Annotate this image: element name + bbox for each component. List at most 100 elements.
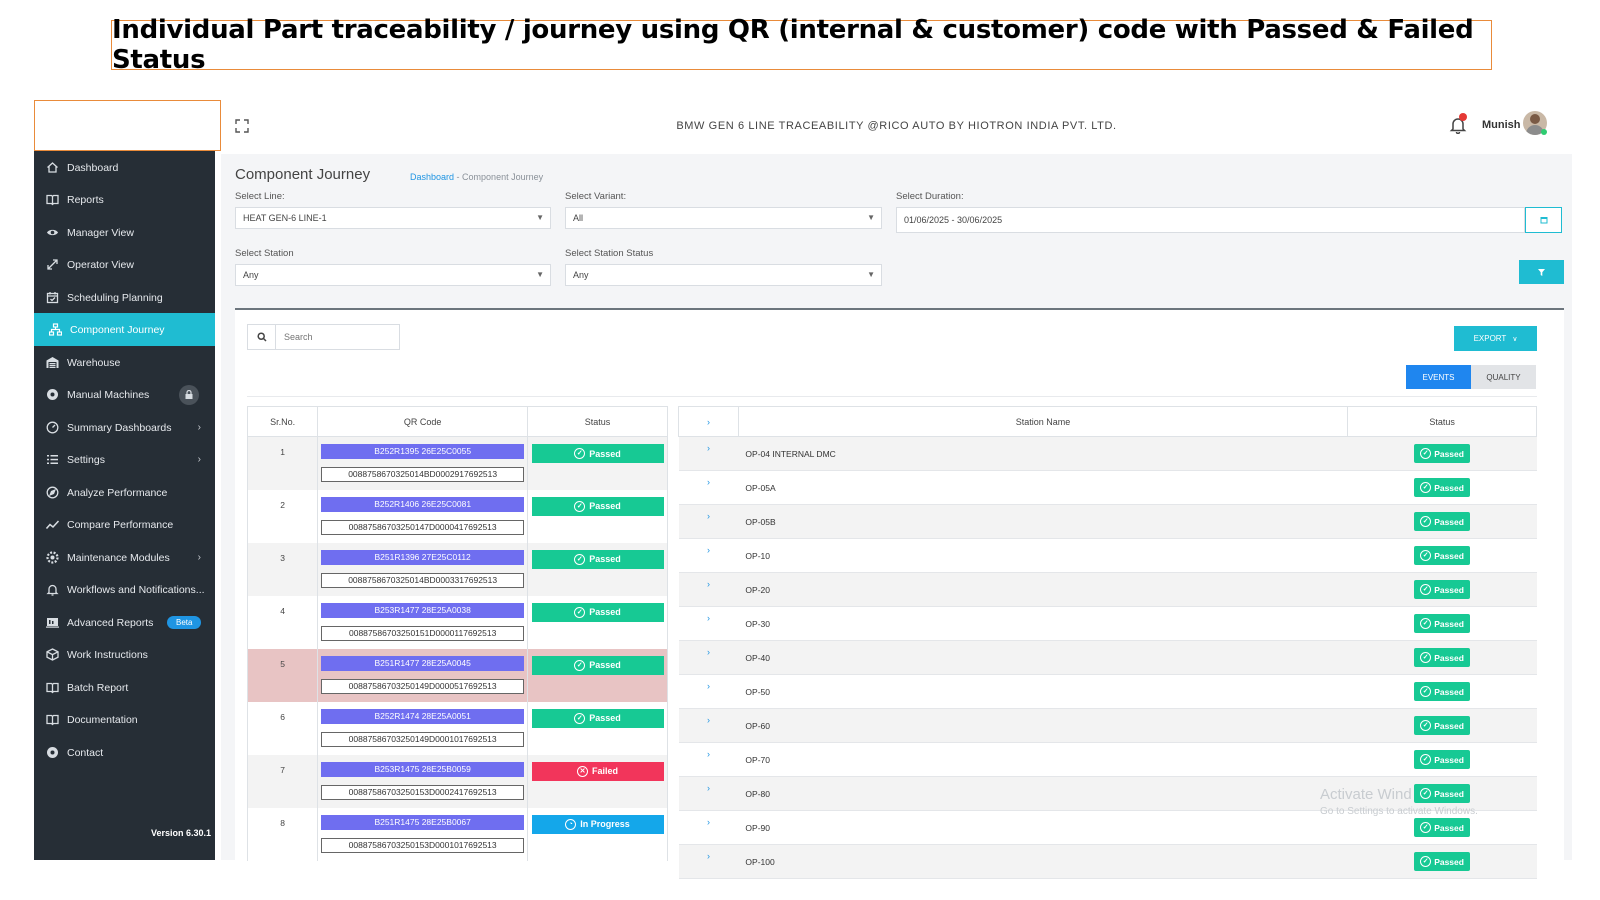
internal-qr-code[interactable]: B252R1474 28E25A0051 <box>321 708 525 724</box>
table-row[interactable]: 6 B252R1474 28E25A0051 00887586703250149D0… <box>246 701 668 755</box>
station-row[interactable]: › OP-60 ✓ Passed <box>678 708 1537 743</box>
expand-all-arrow-icon[interactable]: › <box>706 416 710 427</box>
select-variant-dropdown[interactable]: All ▼ <box>565 207 882 229</box>
station-row[interactable]: › OP-70 ✓ Passed <box>678 742 1537 777</box>
expand-row-arrow-icon[interactable]: › <box>678 776 739 811</box>
station-row[interactable]: › OP-80 ✓ Passed <box>678 776 1537 811</box>
expand-row-arrow-icon[interactable]: › <box>678 436 739 471</box>
customer-qr-code[interactable]: 00887586703250147D0000417692513 <box>321 519 525 535</box>
sidebar-item-warehouse[interactable]: Warehouse <box>34 346 215 379</box>
expand-row-arrow-icon[interactable]: › <box>678 538 739 573</box>
expand-row-arrow-icon[interactable]: › <box>678 742 739 777</box>
breadcrumb-dashboard-link[interactable]: Dashboard <box>410 172 455 182</box>
sidebar: Dashboard Reports Manager View Operator … <box>34 151 215 860</box>
date-range-input[interactable]: 01/06/2025 - 30/06/2025 <box>896 207 1525 233</box>
sidebar-item-operator-view[interactable]: Operator View <box>34 248 215 281</box>
customer-qr-code[interactable]: 00887586703250153D0002417692513 <box>321 784 525 800</box>
table-row[interactable]: 4 B253R1477 28E25A0038 00887586703250151D0… <box>246 595 668 649</box>
internal-qr-code[interactable]: B252R1395 26E25C0055 <box>321 444 525 459</box>
sidebar-item-analyze-performance[interactable]: Analyze Performance <box>34 476 215 509</box>
sidebar-item-maintenance-modules[interactable]: Maintenance Modules › <box>34 541 215 574</box>
customer-qr-code[interactable]: 00887586703250151D0000117692513 <box>321 625 525 641</box>
user-name[interactable]: Munish <box>1482 119 1521 131</box>
filter-button[interactable] <box>1519 260 1564 284</box>
sidebar-item-advanced-reports[interactable]: Advanced Reports Beta <box>34 606 215 639</box>
station-row[interactable]: › OP-04 INTERNAL DMC ✓ Passed <box>678 436 1537 471</box>
report-icon <box>46 618 59 628</box>
station-row[interactable]: › OP-90 ✓ Passed <box>678 810 1537 845</box>
check-circle-icon: ✓ <box>574 712 586 724</box>
table-row[interactable]: 2 B252R1406 26E25C0081 00887586703250147D0… <box>246 489 668 543</box>
station-row[interactable]: › OP-05B ✓ Passed <box>678 504 1537 539</box>
sidebar-item-reports[interactable]: Reports <box>34 183 215 216</box>
calendar-button[interactable] <box>1525 207 1562 233</box>
internal-qr-code[interactable]: B251R1477 28E25A0045 <box>321 655 525 671</box>
internal-qr-code[interactable]: B252R1406 26E25C0081 <box>321 496 525 512</box>
internal-qr-code[interactable]: B251R1475 28E25B0067 <box>321 814 525 830</box>
customer-qr-code[interactable]: 0088758670325014BD0002917692513 <box>321 467 525 482</box>
sidebar-item-workflows-notifications[interactable]: Workflows and Notifications... <box>34 573 215 606</box>
sidebar-item-contact[interactable]: Contact <box>34 736 215 769</box>
status-cell: ✕ Failed <box>527 754 668 808</box>
customer-qr-code[interactable]: 0088758670325014BD0003317692513 <box>321 572 525 588</box>
sidebar-item-component-journey[interactable]: Component Journey <box>34 313 215 346</box>
tab-events[interactable]: EVENTS <box>1406 365 1471 389</box>
expand-row-arrow-icon[interactable]: › <box>678 572 739 607</box>
sidebar-item-scheduling-planning[interactable]: Scheduling Planning <box>34 281 215 314</box>
search-input[interactable] <box>277 325 399 349</box>
expand-row-arrow-icon[interactable]: › <box>678 810 739 845</box>
divider <box>247 396 1537 397</box>
customer-qr-code[interactable]: 00887586703250149D0000517692513 <box>321 678 525 694</box>
page-title: Component Journey <box>235 166 371 183</box>
table-row[interactable]: 7 B253R1475 28E25B0059 00887586703250153D0… <box>246 754 668 808</box>
expand-row-arrow-icon[interactable]: › <box>678 674 739 709</box>
status-label: Passed <box>589 501 621 511</box>
expand-row-arrow-icon[interactable]: › <box>678 708 739 743</box>
internal-qr-code[interactable]: B253R1475 28E25B0059 <box>321 761 525 777</box>
expand-row-arrow-icon[interactable]: › <box>678 470 739 505</box>
internal-qr-code[interactable]: B251R1396 27E25C0112 <box>321 549 525 565</box>
sidebar-item-work-instructions[interactable]: Work Instructions <box>34 638 215 671</box>
select-station-dropdown[interactable]: Any ▼ <box>235 264 551 286</box>
fullscreen-icon[interactable] <box>235 119 249 133</box>
export-button[interactable]: EXPORT ∨ <box>1454 326 1537 351</box>
filter-icon <box>1538 268 1545 276</box>
sidebar-item-dashboard[interactable]: Dashboard <box>34 151 215 184</box>
customer-qr-code[interactable]: 00887586703250153D0001017692513 <box>321 837 525 853</box>
sidebar-item-manual-machines[interactable]: Manual Machines <box>34 378 215 411</box>
tab-quality[interactable]: QUALITY <box>1471 365 1536 389</box>
table-row[interactable]: 5 B251R1477 28E25A0045 00887586703250149D0… <box>246 648 668 702</box>
station-row[interactable]: › OP-30 ✓ Passed <box>678 606 1537 641</box>
check-circle-icon: ✓ <box>1420 482 1432 493</box>
station-row[interactable]: › OP-20 ✓ Passed <box>678 572 1537 607</box>
sidebar-item-label: Compare Performance <box>67 518 174 531</box>
table-row[interactable]: 1 B252R1395 26E25C0055 0088758670325014BD0… <box>246 436 668 490</box>
station-row[interactable]: › OP-10 ✓ Passed <box>678 538 1537 573</box>
sidebar-item-batch-report[interactable]: Batch Report <box>34 671 215 704</box>
station-row[interactable]: › OP-40 ✓ Passed <box>678 640 1537 675</box>
select-line-dropdown[interactable]: HEAT GEN-6 LINE-1 ▼ <box>235 207 551 229</box>
customer-qr-code[interactable]: 00887586703250149D0001017692513 <box>321 731 525 747</box>
select-station-status-dropdown[interactable]: Any ▼ <box>565 264 882 286</box>
station-row[interactable]: › OP-05A ✓ Passed <box>678 470 1537 505</box>
status-badge: ✓ Passed <box>1414 818 1471 837</box>
sidebar-item-compare-performance[interactable]: Compare Performance <box>34 508 215 541</box>
sidebar-item-manager-view[interactable]: Manager View <box>34 216 215 249</box>
expand-row-arrow-icon[interactable]: › <box>678 606 739 641</box>
status-badge: ✓ Passed <box>1414 478 1471 497</box>
station-name-cell: OP-05A <box>738 470 1348 505</box>
table-row[interactable]: 3 B251R1396 27E25C0112 0088758670325014BD0… <box>246 542 668 596</box>
expand-row-arrow-icon[interactable]: › <box>678 504 739 539</box>
status-badge: ✓ Passed <box>1414 512 1471 531</box>
sidebar-item-settings[interactable]: Settings › <box>34 443 215 476</box>
table-row[interactable]: 8 B251R1475 28E25B0067 00887586703250153D0… <box>246 807 668 861</box>
expand-row-arrow-icon[interactable]: › <box>678 844 739 879</box>
expand-row-arrow-icon[interactable]: › <box>678 640 739 675</box>
station-row[interactable]: › OP-50 ✓ Passed <box>678 674 1537 709</box>
sidebar-item-documentation[interactable]: Documentation <box>34 703 215 736</box>
internal-qr-code[interactable]: B253R1477 28E25A0038 <box>321 602 525 618</box>
search-box[interactable] <box>247 324 400 350</box>
sidebar-item-label: Scheduling Planning <box>67 291 163 304</box>
sidebar-item-summary-dashboards[interactable]: Summary Dashboards › <box>34 411 215 444</box>
station-row[interactable]: › OP-100 ✓ Passed <box>678 844 1537 879</box>
